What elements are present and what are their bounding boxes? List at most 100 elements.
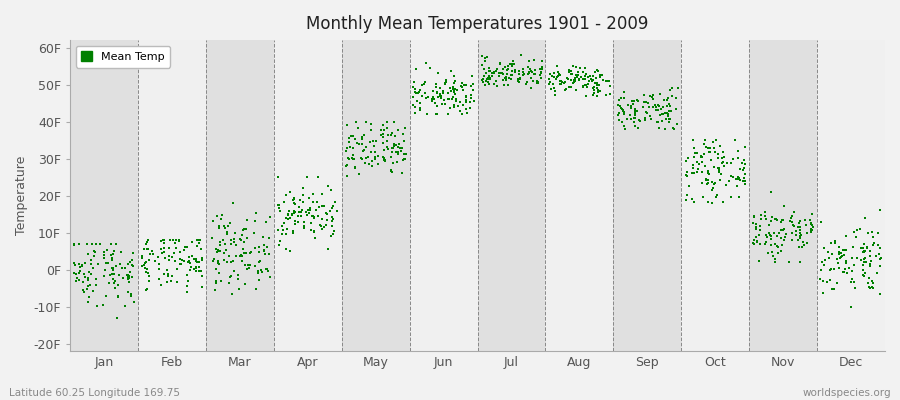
Point [818, 257, 832, 263]
Point [758, 240, 772, 247]
Point [505, 71, 519, 78]
Point [109, 240, 123, 247]
Point [248, 286, 263, 293]
Point [158, 270, 172, 277]
Point [792, 218, 806, 224]
Point [595, 72, 609, 78]
Point [355, 141, 369, 148]
Point [700, 145, 715, 152]
Point [415, 93, 429, 99]
Point [67, 260, 81, 266]
Point [562, 68, 577, 75]
Point [774, 248, 788, 254]
Point [492, 60, 507, 66]
Point [180, 289, 194, 295]
Point [434, 93, 448, 99]
Y-axis label: Temperature: Temperature [15, 156, 28, 235]
Point [475, 79, 490, 86]
Point [220, 247, 234, 253]
Point [615, 119, 629, 126]
Point [652, 125, 666, 132]
Point [686, 162, 700, 168]
Point [795, 244, 809, 250]
Point [362, 160, 376, 167]
Point [833, 249, 848, 256]
Point [693, 154, 707, 160]
Point [364, 127, 378, 133]
Point [273, 238, 287, 245]
Point [365, 138, 380, 144]
Point [638, 114, 652, 121]
Point [800, 230, 814, 236]
Point [284, 248, 298, 254]
Point [535, 66, 549, 72]
Point [160, 279, 175, 285]
Point [525, 69, 539, 75]
Point [838, 247, 852, 254]
Point [500, 76, 514, 82]
Point [616, 95, 631, 102]
Point [616, 105, 630, 112]
Point [360, 154, 374, 160]
Point [665, 85, 680, 92]
Point [708, 194, 723, 200]
Point [180, 258, 194, 265]
Point [192, 264, 206, 270]
Point [81, 277, 95, 283]
Point [223, 241, 238, 248]
Point [581, 78, 596, 84]
Point [560, 75, 574, 82]
Point [314, 216, 328, 223]
Text: worldspecies.org: worldspecies.org [803, 388, 891, 398]
Point [805, 226, 819, 232]
Point [190, 259, 204, 265]
Point [827, 266, 842, 272]
Point [864, 258, 878, 265]
Point [580, 92, 594, 99]
Point [578, 76, 592, 82]
Point [103, 272, 117, 278]
Point [396, 130, 410, 137]
Point [385, 168, 400, 175]
Point [286, 196, 301, 202]
Point [735, 160, 750, 166]
Point [593, 73, 608, 80]
Point [222, 252, 237, 259]
Point [752, 258, 767, 264]
Point [530, 78, 544, 84]
Point [776, 226, 790, 233]
Point [505, 63, 519, 70]
Point [682, 183, 697, 189]
Point [825, 251, 840, 257]
Point [122, 275, 136, 282]
Point [577, 75, 591, 82]
Point [702, 171, 716, 178]
Point [806, 224, 821, 230]
Point [408, 104, 422, 110]
Point [736, 166, 751, 173]
Point [643, 93, 657, 100]
Point [170, 266, 184, 273]
Point [569, 72, 583, 78]
Point [278, 192, 293, 198]
Point [317, 224, 331, 230]
Point [340, 121, 355, 128]
Point [641, 100, 655, 106]
Point [476, 76, 491, 82]
Point [220, 223, 235, 229]
Point [545, 81, 560, 87]
Point [375, 134, 390, 140]
Point [235, 258, 249, 264]
Point [651, 102, 665, 108]
Point [777, 226, 791, 233]
Point [293, 208, 308, 215]
Point [315, 226, 329, 232]
Point [105, 255, 120, 262]
Point [438, 79, 453, 85]
Point [479, 78, 493, 84]
Point [375, 130, 390, 137]
Point [194, 254, 209, 261]
Point [680, 173, 694, 180]
Point [482, 76, 496, 82]
Point [310, 174, 325, 180]
